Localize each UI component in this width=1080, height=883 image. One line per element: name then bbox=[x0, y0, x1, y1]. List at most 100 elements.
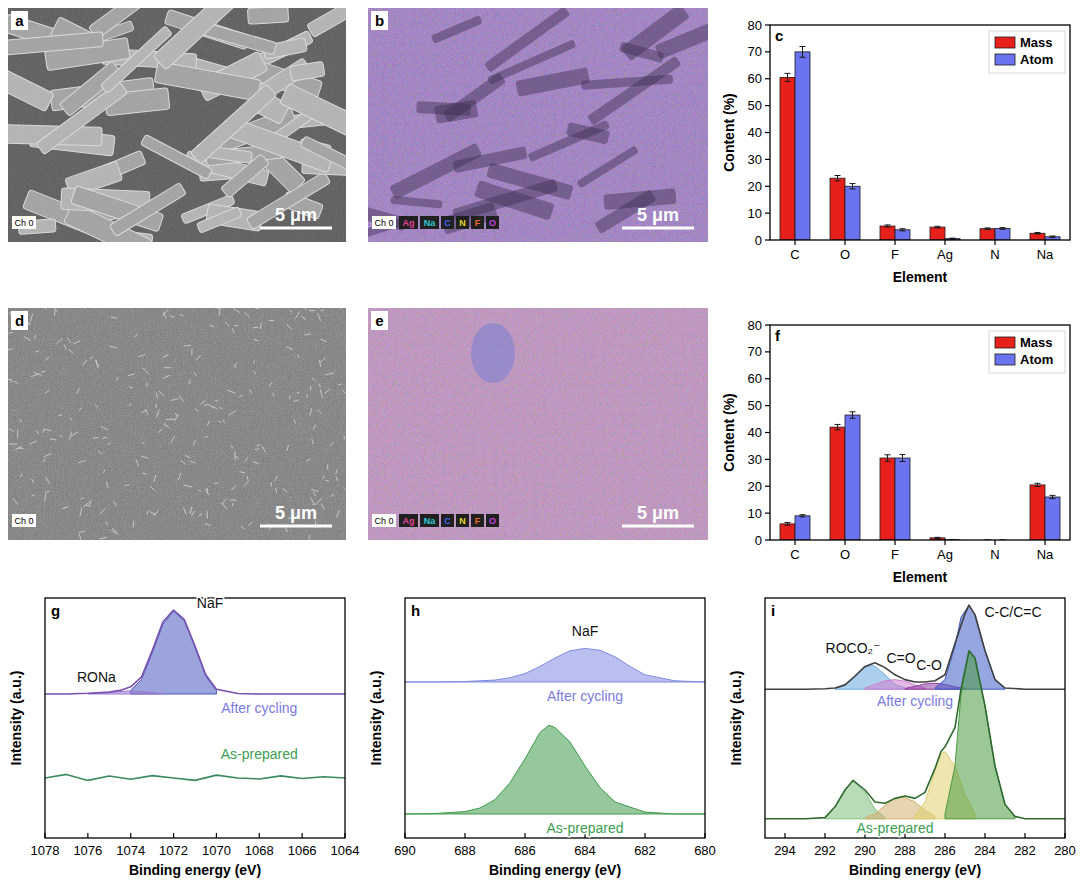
speck bbox=[166, 418, 175, 420]
speck bbox=[147, 382, 148, 387]
error-stem bbox=[887, 455, 888, 461]
streak bbox=[434, 100, 478, 124]
x-tick bbox=[1044, 240, 1045, 245]
streak bbox=[655, 15, 708, 60]
speck bbox=[198, 514, 202, 516]
y-tick-label: 60 bbox=[748, 371, 762, 386]
speck bbox=[111, 317, 117, 319]
speck bbox=[154, 475, 156, 482]
speck bbox=[310, 408, 312, 415]
speck bbox=[276, 488, 277, 493]
x-tick bbox=[464, 833, 465, 838]
peak-area bbox=[405, 725, 705, 814]
y-axis-title: Content (%) bbox=[721, 93, 737, 172]
speck bbox=[129, 386, 132, 388]
y-tick bbox=[765, 239, 770, 240]
speck bbox=[116, 377, 118, 381]
speck bbox=[239, 395, 243, 397]
x-tick-label: 1074 bbox=[116, 843, 145, 858]
speck bbox=[58, 415, 63, 417]
speck bbox=[207, 421, 209, 425]
speck bbox=[241, 526, 245, 530]
curves bbox=[45, 610, 345, 780]
error-stem bbox=[852, 412, 853, 418]
x-tick-label: F bbox=[891, 547, 899, 562]
speck bbox=[269, 382, 272, 386]
speck bbox=[309, 310, 315, 311]
error-cap bbox=[900, 454, 906, 455]
element-label: N bbox=[459, 516, 466, 526]
bars bbox=[780, 412, 1060, 540]
speck bbox=[63, 507, 66, 509]
panel-letter: e bbox=[375, 312, 383, 329]
y-tick bbox=[765, 459, 770, 460]
spectrum-line bbox=[765, 651, 1065, 819]
speck bbox=[306, 459, 310, 461]
speck bbox=[109, 346, 116, 348]
speck bbox=[103, 470, 105, 473]
bar bbox=[780, 524, 795, 540]
element-label: Na bbox=[424, 516, 436, 526]
speck bbox=[318, 313, 321, 321]
speck bbox=[257, 444, 261, 445]
speck bbox=[283, 488, 288, 492]
error-cap bbox=[800, 514, 806, 515]
speck bbox=[260, 323, 262, 329]
streak bbox=[389, 143, 482, 200]
speck bbox=[207, 488, 208, 493]
element-box bbox=[399, 216, 418, 229]
speck bbox=[293, 400, 298, 402]
error-cap bbox=[900, 228, 906, 229]
y-tick-label: 0 bbox=[755, 233, 762, 248]
error-bar bbox=[1035, 232, 1041, 234]
y-tick bbox=[765, 405, 770, 406]
error-cap bbox=[850, 188, 856, 189]
scale-bar bbox=[260, 227, 332, 230]
bar bbox=[845, 415, 860, 540]
error-cap bbox=[800, 516, 806, 517]
error-cap bbox=[1050, 237, 1056, 238]
peak-area bbox=[945, 653, 1015, 819]
bar bbox=[1030, 233, 1045, 240]
speck bbox=[147, 511, 148, 514]
speck bbox=[20, 419, 21, 422]
speck bbox=[219, 310, 220, 315]
speck bbox=[286, 347, 293, 350]
patch bbox=[471, 323, 515, 383]
letter-box bbox=[371, 11, 388, 30]
y-tick-label: 80 bbox=[748, 318, 762, 333]
speck bbox=[217, 308, 221, 309]
y-tick-label: 50 bbox=[748, 398, 762, 413]
noise bbox=[368, 8, 708, 242]
legend-box bbox=[989, 31, 1065, 73]
y-tick bbox=[765, 486, 770, 487]
speck bbox=[319, 360, 320, 367]
error-cap bbox=[1000, 227, 1006, 228]
speck bbox=[178, 473, 181, 480]
annotation: As-prepared bbox=[221, 746, 298, 762]
speck bbox=[244, 312, 249, 317]
legend: MassAtom bbox=[989, 31, 1065, 73]
panel-letter: b bbox=[375, 12, 384, 29]
error-cap bbox=[850, 418, 856, 419]
error-stem bbox=[902, 455, 903, 462]
error-cap bbox=[1035, 232, 1041, 233]
speck bbox=[189, 379, 191, 384]
error-cap bbox=[900, 461, 906, 462]
error-stem bbox=[802, 47, 803, 58]
scale-bar bbox=[622, 227, 694, 230]
speck bbox=[255, 448, 259, 450]
scale-label: 5 μm bbox=[275, 503, 317, 523]
speck bbox=[45, 493, 46, 501]
spectrum-chart: 294292290288286284282280ROCO₂⁻C=OC-OC-C/… bbox=[728, 598, 1076, 878]
speck bbox=[275, 476, 278, 481]
speck bbox=[320, 389, 322, 397]
x-tick bbox=[944, 833, 945, 838]
speck bbox=[68, 349, 73, 353]
x-tick-label: 1070 bbox=[202, 843, 231, 858]
panel-letter: c bbox=[775, 27, 783, 44]
streak bbox=[484, 8, 570, 73]
speck bbox=[98, 451, 103, 454]
image-panel: dCh 05 μm bbox=[2, 303, 353, 540]
y-tick bbox=[765, 213, 770, 214]
